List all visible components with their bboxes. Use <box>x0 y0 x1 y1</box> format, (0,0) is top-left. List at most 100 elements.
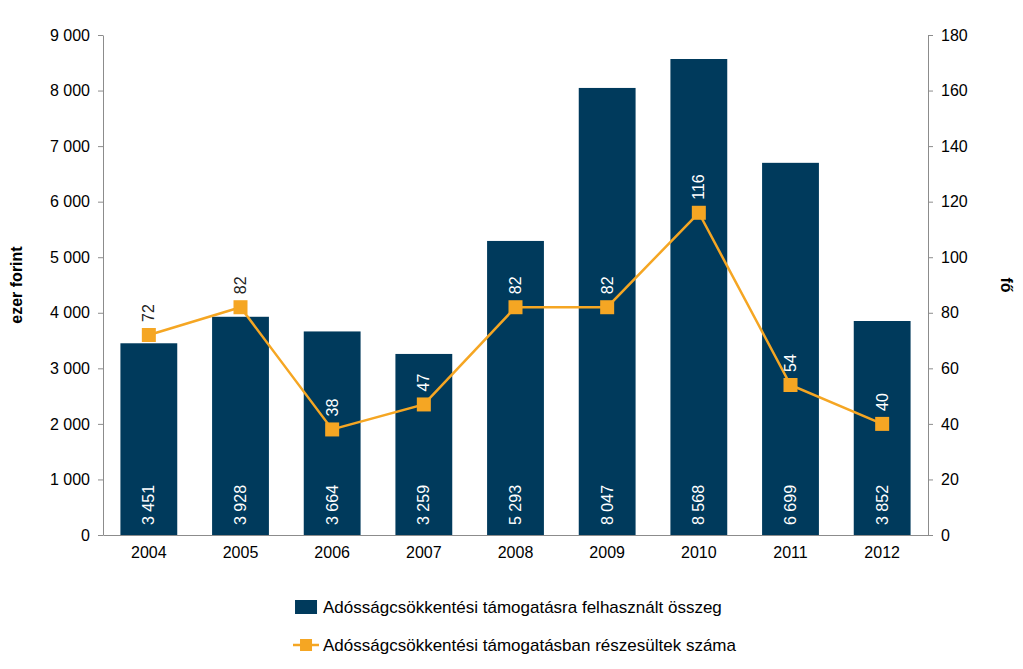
tick-label: 6 000 <box>50 193 90 210</box>
tick-label: 1 000 <box>50 471 90 488</box>
tick-mark <box>98 313 103 314</box>
x-axis: 2004 2005 2006 2007 2008 2009 2010 2011 2012 <box>104 535 929 561</box>
tick: 5 000 <box>50 249 103 266</box>
tick-mark <box>98 535 103 536</box>
tick: 0 <box>928 527 950 544</box>
tick-mark <box>98 424 103 425</box>
tick: 8 000 <box>50 82 103 99</box>
bar <box>487 241 544 535</box>
line <box>149 213 882 430</box>
bar <box>212 317 269 535</box>
marker <box>234 300 248 314</box>
tick: 2 000 <box>50 416 103 433</box>
tick-mark <box>928 313 933 314</box>
tick-mark <box>98 202 103 203</box>
tick-mark <box>928 202 933 203</box>
y2-axis-title: fő <box>998 277 1015 292</box>
legend: Adósságcsökkentési támogatásra felhaszná… <box>293 598 736 655</box>
marker <box>600 300 614 314</box>
legend-label: Adósságcsökkentési támogatásra felhaszná… <box>323 598 722 617</box>
bar-label: 6 699 <box>782 485 799 525</box>
tick-label: 2007 <box>406 544 442 561</box>
bar-label: 3 259 <box>415 485 432 525</box>
tick-label: 8 000 <box>50 82 90 99</box>
tick-label: 160 <box>941 82 968 99</box>
bar-label: 5 293 <box>507 485 524 525</box>
point-label: 54 <box>782 354 799 372</box>
tick: 6 000 <box>50 193 103 210</box>
marker <box>875 417 889 431</box>
tick: 1 000 <box>50 471 103 488</box>
tick-label: 100 <box>941 249 968 266</box>
tick: 2009 <box>589 535 625 561</box>
tick-label: 2012 <box>864 544 900 561</box>
bar <box>304 331 361 535</box>
tick-label: 0 <box>941 527 950 544</box>
tick-label: 2005 <box>223 544 259 561</box>
y-axis-title: ezer forint <box>8 246 25 324</box>
tick-label: 40 <box>941 416 959 433</box>
bar <box>670 59 727 535</box>
bar-label: 3 451 <box>140 485 157 525</box>
tick-label: 2006 <box>314 544 350 561</box>
tick-label: 60 <box>941 360 959 377</box>
tick: 7 000 <box>50 138 103 155</box>
tick-label: 3 000 <box>50 360 90 377</box>
tick-mark <box>928 35 933 36</box>
bar <box>395 354 452 535</box>
tick: 20 <box>928 471 959 488</box>
tick: 2007 <box>406 535 442 561</box>
tick-mark <box>928 146 933 147</box>
tick-mark <box>928 91 933 92</box>
tick-mark <box>98 257 103 258</box>
bar-label: 8 568 <box>690 485 707 525</box>
tick: 2008 <box>498 535 534 561</box>
tick-mark <box>98 35 103 36</box>
y2-axis-line <box>928 36 929 536</box>
tick-label: 140 <box>941 138 968 155</box>
chart: 01 0002 0003 0004 0005 0006 0007 0008 00… <box>0 0 1023 669</box>
marker <box>509 300 523 314</box>
tick: 60 <box>928 360 959 377</box>
tick: 40 <box>928 416 959 433</box>
tick: 2012 <box>864 535 900 561</box>
point-label: 72 <box>140 304 157 322</box>
tick-mark <box>98 91 103 92</box>
plot: 01 0002 0003 0004 0005 0006 0007 0008 00… <box>50 27 968 562</box>
tick: 2006 <box>314 535 350 561</box>
y2-axis: 0 20 40 60 80 100 120 140 160 180 <box>928 27 968 544</box>
tick-label: 80 <box>941 304 959 321</box>
data-labels: 3 4513 9283 6643 2595 2938 0478 5686 699… <box>140 174 890 525</box>
tick: 0 <box>81 527 103 544</box>
tick-mark <box>928 257 933 258</box>
tick-label: 2009 <box>589 544 625 561</box>
point-label: 82 <box>599 276 616 294</box>
tick: 9 000 <box>50 27 103 44</box>
tick: 2010 <box>681 535 717 561</box>
bar <box>120 343 177 535</box>
legend-item: Adósságcsökkentési támogatásban részesül… <box>293 636 736 655</box>
point-label: 40 <box>874 393 891 411</box>
tick: 3 000 <box>50 360 103 377</box>
tick-mark <box>98 146 103 147</box>
legend-item: Adósságcsökkentési támogatásra felhaszná… <box>295 598 722 617</box>
tick-label: 7 000 <box>50 138 90 155</box>
tick-label: 2004 <box>131 544 167 561</box>
marks <box>120 59 910 535</box>
marker <box>417 397 431 411</box>
tick: 2011 <box>773 535 808 561</box>
point-label: 47 <box>415 374 432 392</box>
tick: 140 <box>928 138 968 155</box>
point-label: 82 <box>507 276 524 294</box>
tick: 120 <box>928 193 968 210</box>
tick: 100 <box>928 249 968 266</box>
tick-label: 180 <box>941 27 968 44</box>
tick-label: 2011 <box>773 544 808 561</box>
x-axis-line <box>104 535 929 536</box>
point-label: 116 <box>690 174 707 200</box>
tick-label: 20 <box>941 471 959 488</box>
tick-mark <box>928 479 933 480</box>
bar-label: 3 928 <box>232 485 249 525</box>
tick-mark <box>98 368 103 369</box>
tick: 2005 <box>223 535 259 561</box>
